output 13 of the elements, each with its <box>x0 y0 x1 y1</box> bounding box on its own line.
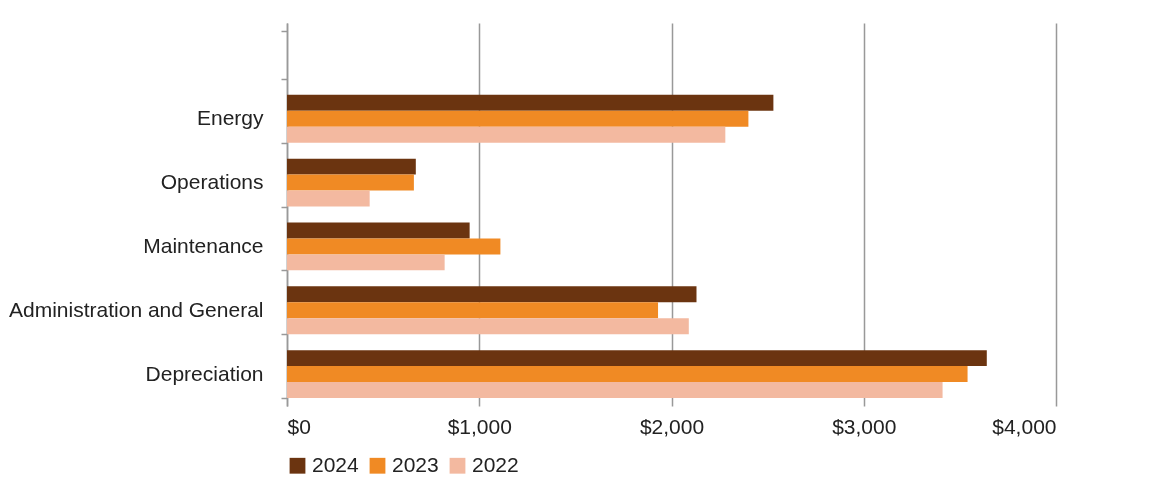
x-tick-label: $2,000 <box>639 414 705 438</box>
y-tick-label: Operations <box>160 170 264 194</box>
legend-label: 2023 <box>392 452 439 476</box>
x-tick-label: $1,000 <box>447 414 512 438</box>
y-tick-label: Administration and General <box>9 297 264 321</box>
legend-label: 2024 <box>312 452 360 476</box>
y-tick-label: Depreciation <box>145 361 264 385</box>
legend-label: 2022 <box>472 452 519 476</box>
x-tick-label: $0 <box>287 414 311 438</box>
y-tick-label: Maintenance <box>143 233 264 257</box>
x-tick-label: $3,000 <box>832 414 897 438</box>
y-tick-label: Energy <box>196 106 264 130</box>
x-tick-label: $4,000 <box>992 414 1057 438</box>
